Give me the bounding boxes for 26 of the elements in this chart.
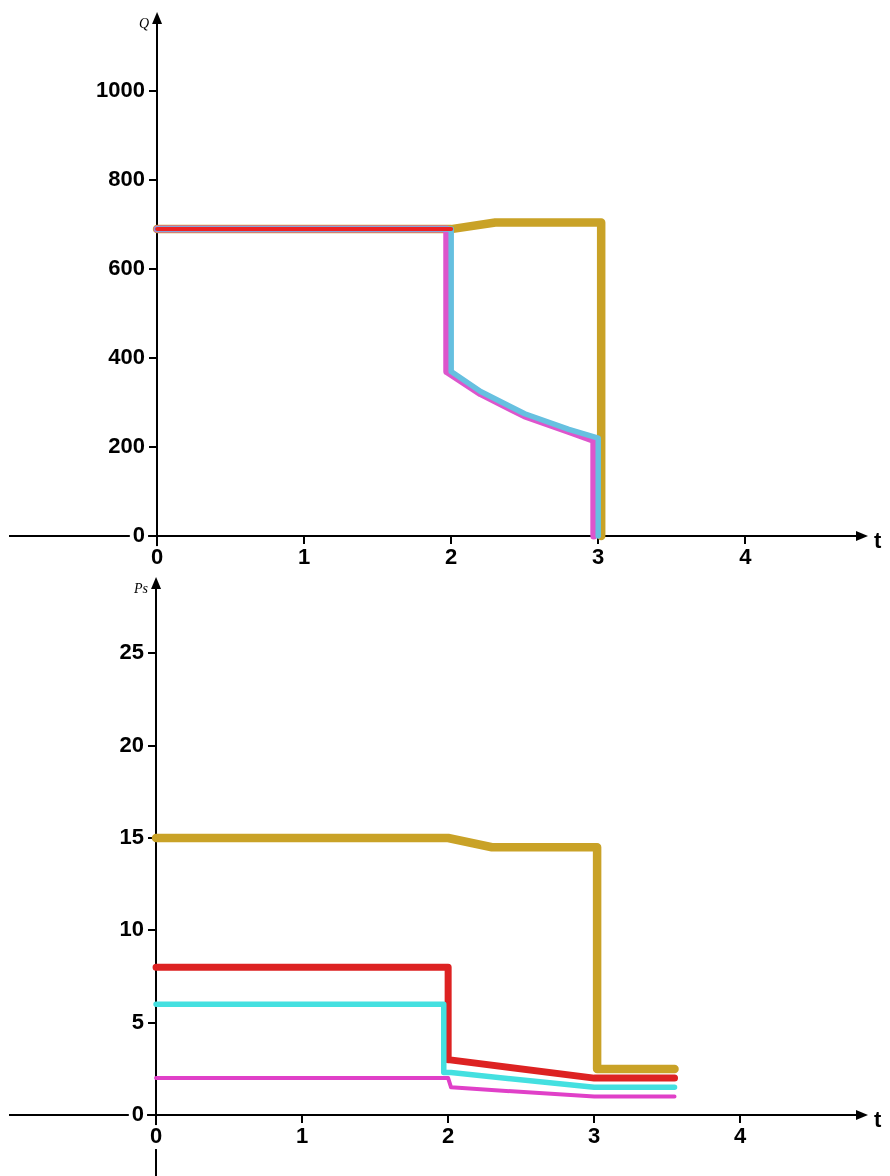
y-tick-label: 10 (119, 916, 145, 942)
y-tick-label: 800 (108, 166, 146, 192)
y-tick-label: 0 (131, 1101, 145, 1127)
x-tick-label: 1 (297, 544, 311, 570)
x-tick-label: 1 (295, 1123, 309, 1149)
x-tick-label: 0 (150, 544, 164, 570)
x-tick-label: 2 (445, 544, 458, 570)
y-tick-label: 400 (108, 344, 146, 370)
y-tick-label: 1000 (96, 77, 146, 103)
y-tick-label: 5 (131, 1008, 145, 1034)
x-tick-label: 2 (442, 1123, 455, 1149)
y-axis-title: Q (138, 15, 150, 31)
x-axis-title: t (874, 1107, 882, 1133)
y-tick-label: 0 (132, 522, 146, 548)
x-tick-label: 0 (149, 1123, 163, 1149)
y-tick-label: 20 (119, 731, 145, 757)
y-tick-label: 200 (108, 433, 146, 459)
y-axis-title: Ps (133, 580, 149, 596)
y-tick-label: 25 (119, 639, 145, 665)
x-tick-label: 4 (739, 544, 753, 570)
y-tick-label: 15 (119, 824, 145, 850)
x-axis-title: t (874, 528, 882, 554)
x-tick-label: 4 (734, 1123, 748, 1149)
x-tick-label: 3 (592, 544, 605, 570)
y-tick-label: 600 (108, 255, 146, 281)
x-tick-label: 3 (588, 1123, 601, 1149)
